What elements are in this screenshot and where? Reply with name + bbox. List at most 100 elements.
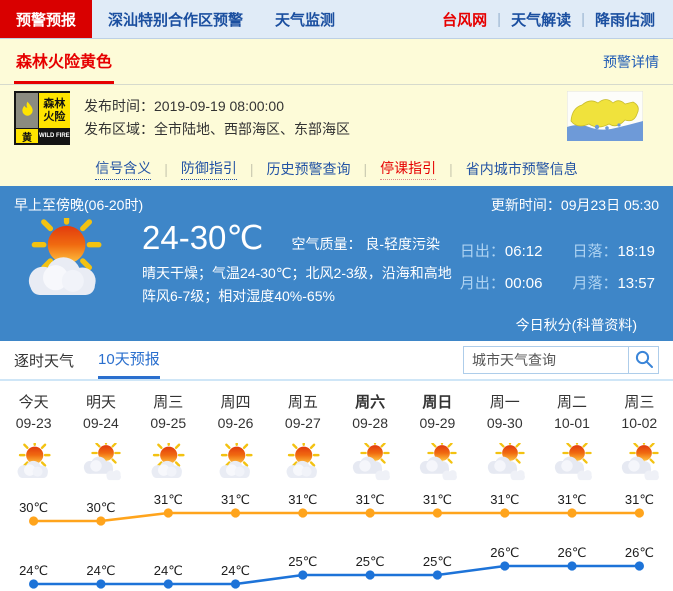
sun-moon-label: 日出： <box>459 243 505 260</box>
svg-text:31℃: 31℃ <box>288 493 317 507</box>
flame-icon <box>16 93 38 128</box>
city-search-input[interactable] <box>463 346 629 374</box>
current-weather-icon <box>16 209 114 311</box>
sun-moon-label: 日落： <box>572 243 618 260</box>
forecast-date-1: 09-23 <box>15 415 52 431</box>
svg-text:24℃: 24℃ <box>86 563 115 578</box>
air-quality: 空气质量： 良-轻度污染 <box>291 234 440 254</box>
forecast-day-10[interactable]: 周三 <box>624 394 655 411</box>
nav-link-1[interactable]: 台风网 <box>442 11 488 29</box>
forecast-day-row: 今天 明天 周三 周四 周五 周六 周日 周一 周二 周三 <box>0 391 673 415</box>
svg-text:31℃: 31℃ <box>356 493 385 507</box>
weather-icon-mostly-cloudy <box>404 441 471 493</box>
weather-icon-mostly-cloudy <box>606 441 673 493</box>
current-body: 24-30℃ 空气质量： 良-轻度污染 晴天干燥；气温24-30℃；北风2-3级… <box>14 209 659 311</box>
forecast-day-1[interactable]: 今天 <box>18 394 49 411</box>
forecast-period: 早上至傍晚(06-20时) <box>14 197 144 213</box>
forecast-day-8[interactable]: 周一 <box>489 394 520 411</box>
forecast-date-7: 09-29 <box>419 415 456 431</box>
forecast-date-row: 09-23 09-24 09-25 09-26 09-27 09-28 09-29 09-30… <box>0 415 673 441</box>
forecast-day-5[interactable]: 周五 <box>287 394 318 411</box>
search-button[interactable] <box>628 346 659 374</box>
forest-fire-warning-icon: 森林 火险 黄 WILD FIRE <box>14 91 70 145</box>
forecast-day-9[interactable]: 周二 <box>557 394 588 411</box>
weather-icon-mostly-cloudy <box>67 441 134 493</box>
forecast-tabs: 逐时天气 10天预报 <box>14 341 184 379</box>
current-weather-panel: 早上至傍晚(06-20时) 更新时间：09月23日 05:30 24-30℃ 空… <box>0 186 673 341</box>
warning-link-5[interactable]: 省内城市预警信息 <box>465 160 578 177</box>
forecast-date-2: 09-24 <box>83 415 119 431</box>
tab-1[interactable]: 逐时天气 <box>14 352 75 370</box>
sun-moon-value: 06:12 <box>504 243 543 260</box>
svg-text:31℃: 31℃ <box>490 493 519 507</box>
city-search <box>463 346 659 374</box>
sun-moon-times: 日出：06:12 日落：18:19 月出：00:06 月落：13:57 <box>460 240 655 311</box>
warning-link-4[interactable]: 停课指引 <box>380 158 437 180</box>
publish-time-label: 发布时间： <box>84 98 154 114</box>
svg-text:25℃: 25℃ <box>356 554 385 569</box>
sun-moon-value: 18:19 <box>617 243 655 260</box>
nav-tab-3[interactable]: 天气监测 <box>275 11 336 29</box>
forecast-day-3[interactable]: 周三 <box>153 394 184 411</box>
link-divider: | <box>449 160 453 177</box>
weather-icon-mostly-cloudy <box>336 441 403 493</box>
update-time: 更新时间：09月23日 05:30 <box>491 195 659 215</box>
svg-text:31℃: 31℃ <box>625 493 654 507</box>
warning-icon-level: 黄 <box>16 129 38 144</box>
current-detail: 24-30℃ 空气质量： 良-轻度污染 晴天干燥；气温24-30℃；北风2-3级… <box>142 218 460 311</box>
weather-icon-partly-cloudy <box>135 441 202 493</box>
warning-link-1[interactable]: 信号含义 <box>95 158 152 180</box>
publish-area-value: 全市陆地、西部海区、东部海区 <box>154 121 350 137</box>
main-nav: 预警预报 深汕特别合作区预警 天气监测 台风网 | 天气解读 | 降雨估测 <box>0 0 673 39</box>
update-time-label: 更新时间： <box>490 197 561 213</box>
forecast-day-2[interactable]: 明天 <box>85 394 116 411</box>
sun-moon-value: 13:57 <box>617 275 655 292</box>
solar-term-note: 今日秋分(科普资料) <box>14 315 659 335</box>
forecast-day-6[interactable]: 周六 <box>355 394 386 411</box>
nav-divider: | <box>497 10 502 28</box>
sun-moon-value: 00:06 <box>504 275 543 292</box>
svg-text:31℃: 31℃ <box>221 493 250 507</box>
nav-right-group: 台风网 | 天气解读 | 降雨估测 <box>432 0 673 38</box>
warning-detail-link[interactable]: 预警详情 <box>603 53 659 70</box>
weather-description: 晴天干燥；气温24-30℃；北风2-3级，沿海和高地阵风6-7级；相对湿度40%… <box>142 265 452 304</box>
warning-icon-name-line1: 森林 <box>43 98 66 111</box>
warning-link-2[interactable]: 防御指引 <box>180 158 237 180</box>
temperature-range: 24-30℃ <box>142 219 264 256</box>
tab-2[interactable]: 10天预报 <box>98 341 160 379</box>
region-map[interactable] <box>566 90 644 146</box>
svg-text:25℃: 25℃ <box>288 554 317 569</box>
svg-text:26℃: 26℃ <box>557 547 586 560</box>
weather-icon-partly-cloudy <box>202 441 269 493</box>
solar-term-link[interactable]: 今日秋分(科普资料) <box>515 317 637 333</box>
forecast-day-4[interactable]: 周四 <box>220 394 251 411</box>
nav-divider: | <box>581 10 585 28</box>
svg-text:24℃: 24℃ <box>221 563 250 578</box>
weather-icon-mostly-cloudy <box>538 441 605 493</box>
link-divider: | <box>363 160 368 177</box>
svg-text:30℃: 30℃ <box>86 500 115 515</box>
air-quality-value: 良-轻度污染 <box>365 236 441 252</box>
temperature-line: 24-30℃ 空气质量： 良-轻度污染 <box>142 218 460 257</box>
weather-icon-partly-cloudy <box>0 441 67 493</box>
publish-area-label: 发布区域： <box>84 121 154 137</box>
publish-area-row: 发布区域：全市陆地、西部海区、东部海区 <box>84 118 350 141</box>
svg-text:25℃: 25℃ <box>423 554 452 569</box>
warning-publish-info: 发布时间：2019-09-19 08:00:00 发布区域：全市陆地、西部海区、… <box>84 95 350 141</box>
nav-tab-1[interactable]: 预警预报 <box>0 0 93 38</box>
forecast-day-7[interactable]: 周日 <box>422 394 453 411</box>
sun-moon-item-2: 日落：18:19 <box>572 240 655 261</box>
svg-text:31℃: 31℃ <box>423 493 452 507</box>
forecast-date-9: 10-01 <box>554 415 590 431</box>
nav-tab-2[interactable]: 深汕特别合作区预警 <box>108 11 244 29</box>
forecast-tab-bar: 逐时天气 10天预报 <box>0 341 673 381</box>
nav-link-3[interactable]: 降雨估测 <box>594 11 655 29</box>
update-time-value: 09月23日 05:30 <box>560 197 659 213</box>
warning-level-tab[interactable]: 森林火险黄色 <box>14 39 115 84</box>
sun-moon-item-4: 月落：13:57 <box>572 272 655 293</box>
warning-tab-bar: 森林火险黄色 预警详情 <box>0 39 673 85</box>
warning-link-3[interactable]: 历史预警查询 <box>266 160 351 177</box>
sun-moon-label: 月落： <box>572 275 618 292</box>
nav-link-2[interactable]: 天气解读 <box>511 11 572 29</box>
svg-text:31℃: 31℃ <box>557 493 586 507</box>
